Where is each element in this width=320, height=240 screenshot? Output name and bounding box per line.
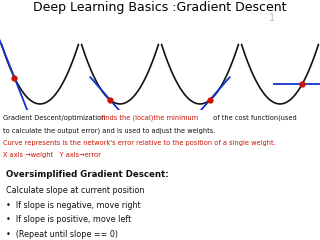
Text: •  (Repeat until slope == 0): • (Repeat until slope == 0) [6,230,118,239]
Text: to calculate the output error) and is used to adjust the weights.: to calculate the output error) and is us… [3,127,216,134]
Text: of the cost function(used: of the cost function(used [211,115,297,121]
Text: X axis →weight   Y axis→error: X axis →weight Y axis→error [3,152,101,158]
Text: •  If slope is positive, move left: • If slope is positive, move left [6,215,132,224]
Text: finds the (local)the minimum: finds the (local)the minimum [101,115,198,121]
Text: Oversimplified Gradient Descent:: Oversimplified Gradient Descent: [6,170,169,180]
Text: Curve represents is the network's error relative to the position of a single wei: Curve represents is the network's error … [3,140,276,146]
Text: Gradient Descent/optimization: Gradient Descent/optimization [3,115,108,121]
Text: 1: 1 [269,13,275,23]
Text: Deep Learning Basics :Gradient Descent: Deep Learning Basics :Gradient Descent [33,1,287,14]
Text: Calculate slope at current position: Calculate slope at current position [6,186,145,195]
Text: •  If slope is negative, move right: • If slope is negative, move right [6,201,141,210]
